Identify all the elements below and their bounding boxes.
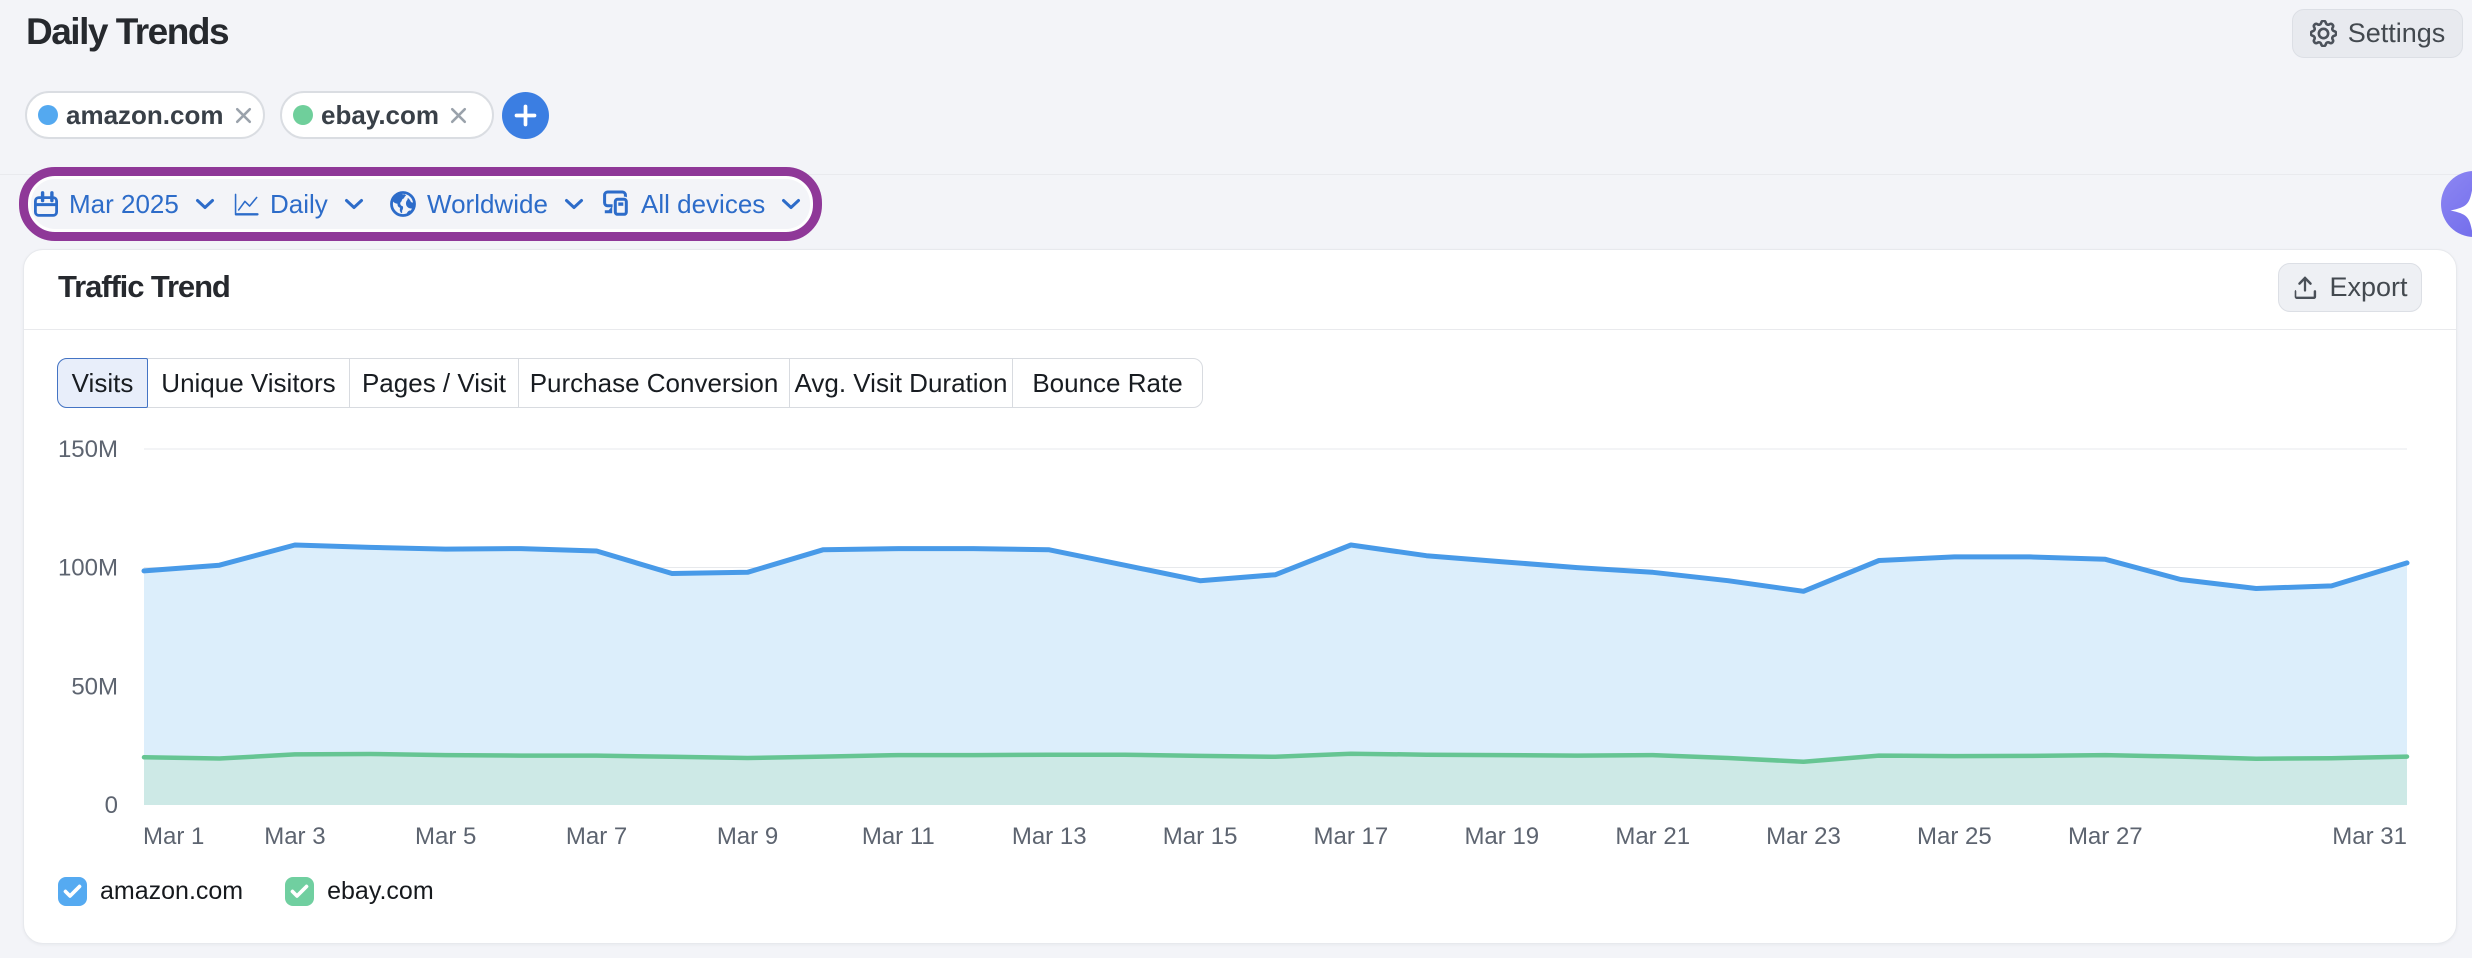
- svg-text:Mar 13: Mar 13: [1012, 823, 1087, 850]
- svg-text:Mar 27: Mar 27: [2068, 823, 2143, 850]
- svg-text:Mar 7: Mar 7: [566, 823, 627, 850]
- svg-text:Mar 23: Mar 23: [1766, 823, 1841, 850]
- svg-text:Mar 15: Mar 15: [1163, 823, 1238, 850]
- svg-text:Mar 11: Mar 11: [862, 823, 935, 850]
- svg-text:50M: 50M: [71, 674, 118, 701]
- svg-text:Mar 5: Mar 5: [415, 823, 476, 850]
- svg-text:Mar 3: Mar 3: [264, 823, 325, 850]
- svg-text:Mar 31: Mar 31: [2332, 823, 2407, 850]
- svg-text:0: 0: [105, 792, 118, 819]
- svg-text:Mar 19: Mar 19: [1464, 823, 1539, 850]
- svg-text:Mar 25: Mar 25: [1917, 823, 1992, 850]
- svg-text:Mar 17: Mar 17: [1314, 823, 1389, 850]
- svg-text:Mar 1: Mar 1: [143, 823, 204, 850]
- svg-text:Mar 21: Mar 21: [1615, 823, 1690, 850]
- svg-text:150M: 150M: [58, 436, 118, 463]
- svg-text:100M: 100M: [58, 555, 118, 582]
- svg-text:Mar 9: Mar 9: [717, 823, 778, 850]
